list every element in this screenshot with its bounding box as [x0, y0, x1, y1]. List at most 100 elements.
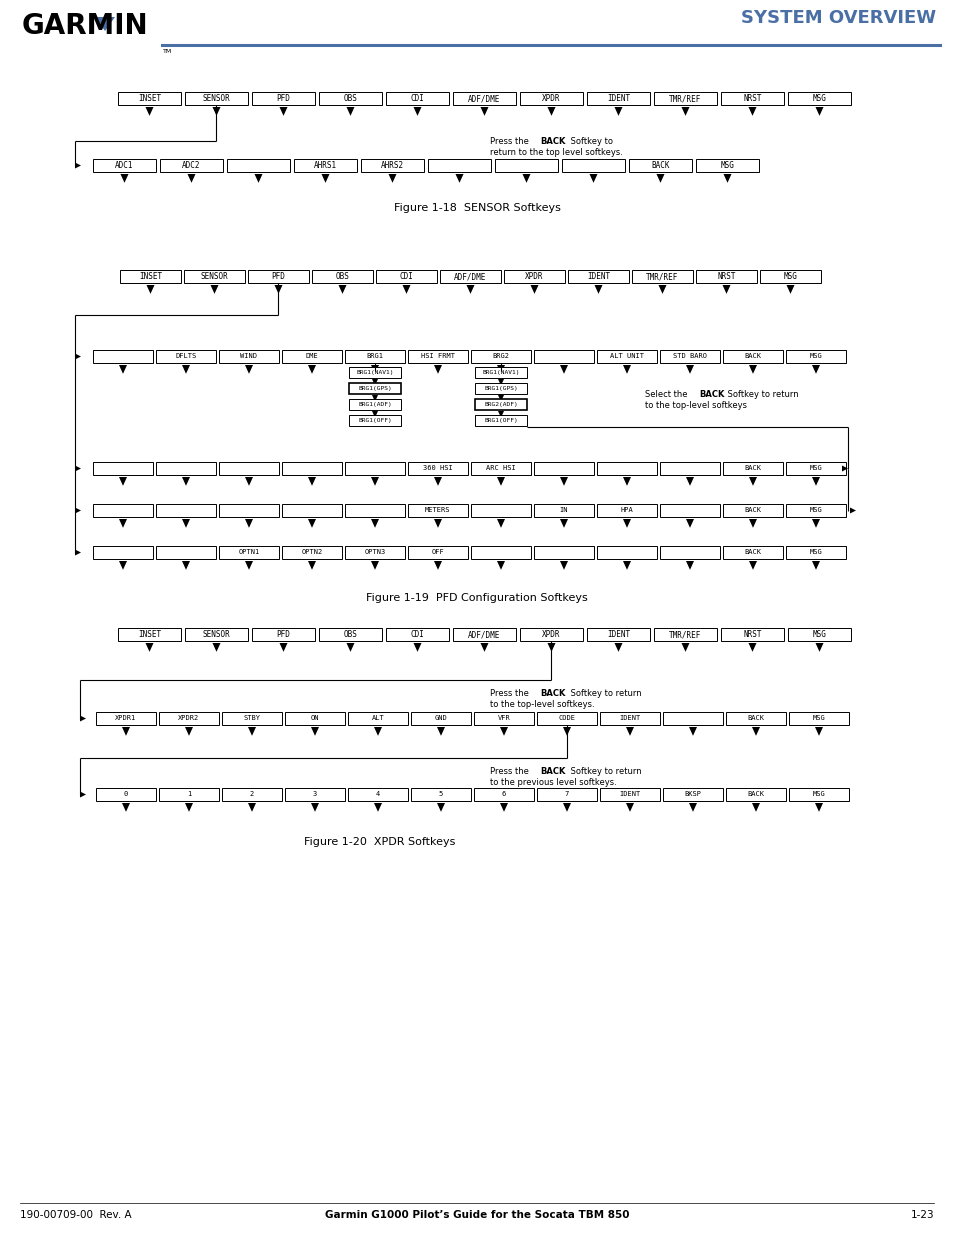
Polygon shape: [245, 366, 253, 374]
Bar: [345, 462, 405, 475]
Polygon shape: [80, 715, 86, 721]
Text: BACK: BACK: [747, 715, 763, 721]
Text: OBS: OBS: [335, 272, 349, 282]
Text: 7: 7: [564, 792, 569, 798]
Polygon shape: [480, 107, 488, 116]
Bar: [474, 713, 534, 725]
Polygon shape: [562, 727, 571, 736]
Polygon shape: [120, 174, 129, 183]
Bar: [586, 91, 649, 105]
Bar: [475, 367, 526, 378]
Bar: [654, 629, 717, 641]
Text: ALT: ALT: [372, 715, 384, 721]
Polygon shape: [245, 519, 253, 527]
Polygon shape: [480, 643, 488, 652]
Polygon shape: [388, 174, 396, 183]
Polygon shape: [371, 519, 378, 527]
Bar: [760, 270, 821, 283]
Bar: [534, 546, 594, 559]
Text: BACK: BACK: [743, 508, 760, 514]
Text: DFLTS: DFLTS: [175, 353, 196, 359]
Bar: [785, 504, 845, 517]
Bar: [722, 462, 782, 475]
Polygon shape: [814, 727, 822, 736]
Text: BRG2(ADF): BRG2(ADF): [483, 403, 517, 408]
Text: XPDR: XPDR: [541, 630, 560, 638]
Text: Press the: Press the: [490, 689, 531, 698]
Polygon shape: [547, 107, 555, 116]
Polygon shape: [811, 477, 820, 485]
Text: PFD: PFD: [272, 272, 285, 282]
Bar: [348, 788, 408, 802]
Polygon shape: [147, 285, 154, 294]
Polygon shape: [559, 477, 567, 485]
Bar: [586, 629, 649, 641]
Bar: [659, 504, 720, 517]
Polygon shape: [622, 519, 630, 527]
Bar: [349, 399, 400, 410]
Polygon shape: [614, 643, 622, 652]
Bar: [282, 350, 341, 363]
Bar: [722, 504, 782, 517]
Text: BRG1(NAV1): BRG1(NAV1): [355, 370, 394, 375]
Bar: [597, 546, 657, 559]
Polygon shape: [748, 519, 757, 527]
Text: 1-23: 1-23: [909, 1210, 933, 1220]
Bar: [474, 788, 534, 802]
Polygon shape: [372, 411, 377, 417]
Bar: [519, 629, 582, 641]
Text: PFD: PFD: [276, 94, 290, 103]
Text: TMR/REF: TMR/REF: [669, 630, 701, 638]
Polygon shape: [466, 285, 474, 294]
Bar: [725, 788, 785, 802]
Text: MSG: MSG: [809, 550, 821, 556]
Text: Softkey to return: Softkey to return: [567, 689, 641, 698]
Text: MSG: MSG: [782, 272, 797, 282]
Polygon shape: [721, 285, 730, 294]
Bar: [156, 504, 215, 517]
Bar: [219, 350, 278, 363]
Text: MSG: MSG: [809, 466, 821, 472]
Text: Figure 1-20  XPDR Softkeys: Figure 1-20 XPDR Softkeys: [304, 837, 456, 847]
Text: ARC HSI: ARC HSI: [486, 466, 516, 472]
Bar: [408, 504, 468, 517]
Polygon shape: [685, 366, 693, 374]
Text: PFD: PFD: [276, 630, 290, 638]
Polygon shape: [185, 803, 193, 811]
Text: GARMIN: GARMIN: [22, 12, 149, 40]
Polygon shape: [279, 643, 287, 652]
Polygon shape: [685, 477, 693, 485]
Polygon shape: [248, 803, 255, 811]
Polygon shape: [562, 803, 571, 811]
Text: IN: IN: [559, 508, 568, 514]
Polygon shape: [811, 561, 820, 569]
Bar: [96, 788, 156, 802]
Polygon shape: [254, 174, 262, 183]
Text: IDENT: IDENT: [606, 630, 629, 638]
Text: IDENT: IDENT: [618, 792, 640, 798]
Polygon shape: [594, 285, 602, 294]
Bar: [252, 629, 314, 641]
Polygon shape: [182, 519, 190, 527]
Bar: [118, 629, 181, 641]
Polygon shape: [497, 370, 503, 378]
Polygon shape: [688, 803, 697, 811]
Bar: [722, 546, 782, 559]
Text: BRG2: BRG2: [492, 353, 509, 359]
Polygon shape: [785, 285, 794, 294]
Bar: [537, 713, 597, 725]
Text: ALT UNIT: ALT UNIT: [609, 353, 643, 359]
Text: BACK: BACK: [743, 466, 760, 472]
Text: METERS: METERS: [425, 508, 450, 514]
Bar: [318, 91, 381, 105]
Polygon shape: [497, 519, 504, 527]
Text: NRST: NRST: [742, 630, 760, 638]
Bar: [282, 462, 341, 475]
Bar: [185, 91, 248, 105]
Text: 1: 1: [187, 792, 191, 798]
Polygon shape: [814, 803, 822, 811]
Polygon shape: [371, 366, 378, 374]
Text: ADF/DME: ADF/DME: [454, 272, 486, 282]
Text: 5: 5: [438, 792, 442, 798]
Text: 0: 0: [124, 792, 128, 798]
